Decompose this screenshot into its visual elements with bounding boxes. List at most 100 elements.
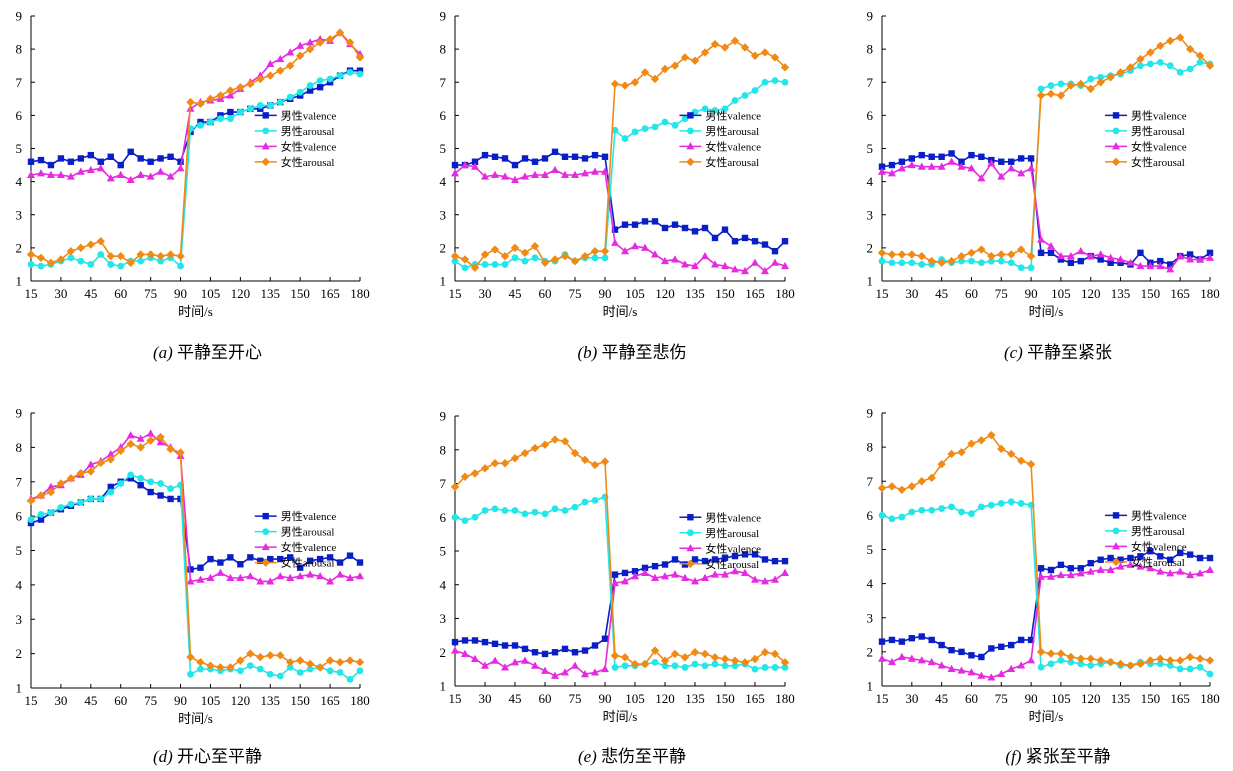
data-point <box>1186 251 1194 258</box>
x-tick-label: 15 <box>25 693 38 708</box>
data-point <box>1046 89 1056 99</box>
series-female-arousal <box>26 432 365 672</box>
legend-entry: 女性arousal <box>705 155 759 169</box>
data-point <box>1016 245 1026 254</box>
data-point <box>177 158 184 165</box>
data-point <box>187 566 194 573</box>
data-point <box>907 654 916 662</box>
x-tick-label: 165 <box>745 691 765 706</box>
data-point <box>1008 158 1015 165</box>
data-point <box>106 455 115 464</box>
data-point <box>551 649 559 656</box>
data-point <box>1037 235 1046 243</box>
y-tick-label: 6 <box>16 108 23 123</box>
x-axis-label: 时间/s <box>603 304 638 319</box>
data-point <box>780 63 790 72</box>
data-point <box>877 248 887 258</box>
x-tick-label: 75 <box>144 286 157 301</box>
data-point <box>1007 164 1016 172</box>
data-point <box>997 500 1005 507</box>
data-point <box>47 161 55 169</box>
data-point <box>511 642 519 649</box>
data-point <box>450 251 460 261</box>
x-tick-label: 45 <box>84 286 97 301</box>
data-point <box>116 251 125 261</box>
data-point <box>561 668 569 676</box>
series-line <box>881 500 1211 675</box>
data-point <box>346 552 354 559</box>
data-point <box>908 259 916 267</box>
y-tick-label: 4 <box>16 577 23 592</box>
data-point <box>1166 569 1175 577</box>
data-point <box>86 467 96 476</box>
data-point <box>167 153 174 160</box>
data-point <box>1176 251 1185 260</box>
data-point <box>77 257 85 265</box>
data-point <box>1057 657 1065 664</box>
data-point <box>216 91 225 100</box>
data-point <box>541 155 549 162</box>
y-tick-label: 5 <box>867 141 874 156</box>
data-point <box>751 258 759 266</box>
y-tick-label: 2 <box>16 646 23 661</box>
data-point <box>36 253 46 263</box>
data-point <box>641 125 649 133</box>
data-point <box>741 92 749 99</box>
data-point <box>600 457 610 466</box>
data-point <box>878 167 886 175</box>
data-point <box>620 81 630 90</box>
data-point <box>236 83 245 92</box>
y-tick-label: 7 <box>16 474 23 489</box>
y-tick-label: 1 <box>16 274 23 289</box>
data-point <box>681 664 689 671</box>
data-point <box>1116 255 1125 263</box>
data-point <box>451 169 459 177</box>
data-point <box>1017 169 1026 177</box>
data-point <box>1076 654 1085 663</box>
data-point <box>661 256 669 265</box>
data-point <box>781 261 789 270</box>
data-point <box>1086 84 1095 94</box>
data-point <box>266 670 274 678</box>
data-point <box>36 491 46 500</box>
data-point <box>481 638 489 646</box>
data-point <box>56 479 66 488</box>
y-tick-label: 7 <box>867 75 874 90</box>
series-female-arousal <box>450 36 790 272</box>
series-line <box>30 436 361 669</box>
data-point <box>1017 264 1025 272</box>
data-point <box>621 221 629 228</box>
data-point <box>47 509 55 517</box>
data-point <box>306 665 314 673</box>
y-tick-label: 2 <box>16 240 23 255</box>
y-tick-label: 8 <box>440 42 447 57</box>
data-point <box>750 654 760 664</box>
data-point <box>721 662 729 670</box>
data-point <box>581 155 589 162</box>
data-point <box>1186 570 1195 579</box>
legend-swatch-marker <box>1112 142 1121 150</box>
data-point <box>978 153 985 160</box>
data-point <box>987 501 995 509</box>
data-point <box>670 649 680 659</box>
data-point <box>1196 569 1205 577</box>
data-point <box>898 513 906 521</box>
data-point <box>66 172 75 180</box>
x-tick-label: 120 <box>655 691 675 706</box>
data-point <box>740 658 750 667</box>
data-point <box>1117 556 1124 563</box>
x-tick-label: 165 <box>320 693 340 708</box>
data-point <box>236 667 244 675</box>
data-point <box>611 238 619 246</box>
data-point <box>1007 250 1016 259</box>
data-point <box>67 500 75 508</box>
data-point <box>1176 665 1184 673</box>
data-point <box>27 170 35 178</box>
data-point <box>480 250 490 259</box>
y-tick-label: 2 <box>867 644 874 659</box>
caption-letter: (d) <box>153 747 173 766</box>
data-point <box>701 224 709 232</box>
data-point <box>346 68 354 76</box>
data-point <box>601 635 609 642</box>
